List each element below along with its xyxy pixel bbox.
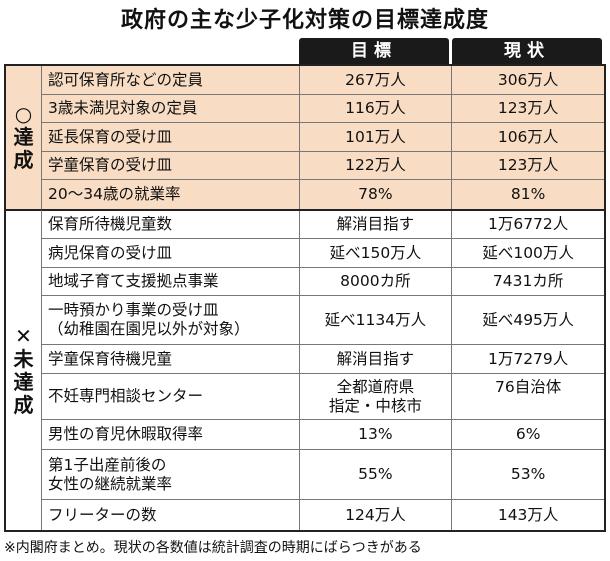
row-label: 地域子育て支援拠点事業 (42, 268, 300, 295)
target-value: 13% (300, 420, 453, 449)
table-row: 地域子育て支援拠点事業 8000カ所 7431カ所 (42, 268, 604, 296)
table-row: 男性の育児休暇取得率 13% 6% (42, 420, 604, 450)
category-char: 未 (13, 346, 34, 371)
target-value-line: 指定・中核市 (328, 396, 422, 415)
target-value: 124万人 (300, 500, 453, 530)
target-value: 全都道府県 指定・中核市 (300, 374, 453, 419)
category-char: 成 (13, 148, 34, 172)
table-row: 認可保育所などの定員 267万人 306万人 (42, 66, 604, 95)
target-table: ○ 達 成 ✕ 未 達 成 認可保育所などの定員 267万人 306万人 3歳未… (4, 64, 606, 532)
table-row: 学童保育待機児童 解消目指す 1万7279人 (42, 345, 604, 374)
row-label: 認可保育所などの定員 (42, 66, 300, 94)
row-label: 学童保育待機児童 (42, 345, 300, 373)
current-value: 123万人 (497, 156, 559, 174)
row-label: フリーターの数 (42, 500, 300, 530)
target-value: 解消目指す (300, 345, 453, 373)
row-label: 3歳未満児対象の定員 (42, 95, 300, 122)
current-value: 123万人 (497, 99, 559, 117)
row-label: 一時預かり事業の受け皿 （幼稚園在園児以外が対象） (42, 296, 300, 344)
table-row: 学童保育の受け皿 122万人 123万人 (42, 152, 604, 180)
target-value: 解消目指す (300, 211, 453, 238)
target-value: 78% (300, 180, 453, 209)
category-char: 達 (13, 125, 34, 149)
current-value: 106万人 (497, 127, 559, 146)
footnote: ※内閣府まとめ。現状の各数値は統計調査の時期にばらつきがある (4, 540, 422, 556)
target-value: 55% (300, 450, 453, 499)
current-value: 7431カ所 (492, 272, 564, 290)
row-label: 保育所待機児童数 (42, 211, 300, 238)
table-row: 保育所待機児童数 解消目指す 1万6772人 (42, 209, 604, 239)
current-value: 53% (510, 465, 546, 483)
row-label: 男性の育児休暇取得率 (42, 420, 300, 449)
row-label-line: （幼稚園在園児以外が対象） (48, 320, 250, 338)
target-value: 101万人 (300, 123, 453, 151)
table-row: 第1子出産前後の 女性の継続就業率 55% 53% (42, 450, 604, 500)
current-value: 143万人 (497, 505, 559, 524)
category-char: 成 (13, 392, 34, 417)
table-row: フリーターの数 124万人 143万人 (42, 500, 604, 530)
cross-icon: ✕ (15, 323, 32, 348)
target-value-line: 全都道府県 (336, 377, 415, 396)
row-label: 延長保育の受け皿 (42, 123, 300, 151)
row-label: 20～34歳の就業率 (42, 180, 300, 209)
circle-icon: ○ (14, 102, 33, 126)
column-header-target: 目標 (299, 38, 449, 64)
current-value: 延べ100万人 (482, 243, 574, 262)
target-value: 8000カ所 (300, 268, 453, 295)
current-value: 延べ495万人 (482, 310, 574, 329)
table-row: 3歳未満児対象の定員 116万人 123万人 (42, 95, 604, 123)
category-not-achieved: ✕ 未 達 成 (6, 209, 42, 530)
row-label: 病児保育の受け皿 (42, 239, 300, 267)
table-row: 不妊専門相談センター 全都道府県 指定・中核市 76自治体 (42, 374, 604, 420)
target-value: 122万人 (300, 152, 453, 179)
current-value: 1万6772人 (487, 215, 569, 233)
target-value: 延べ150万人 (300, 239, 453, 267)
target-value: 116万人 (300, 95, 453, 122)
current-value: 6% (515, 425, 541, 443)
table-row: 延長保育の受け皿 101万人 106万人 (42, 123, 604, 152)
row-label: 第1子出産前後の 女性の継続就業率 (42, 450, 300, 499)
category-char: 達 (13, 369, 34, 394)
target-value: 延べ1134万人 (300, 296, 453, 344)
table-row: 病児保育の受け皿 延べ150万人 延べ100万人 (42, 239, 604, 268)
row-label-line: 一時預かり事業の受け皿 (48, 301, 219, 319)
target-value: 267万人 (300, 66, 453, 94)
row-label: 不妊専門相談センター (42, 374, 300, 419)
row-label-line: 第1子出産前後の (48, 455, 167, 474)
row-label-line: 女性の継続就業率 (48, 474, 173, 493)
category-achieved: ○ 達 成 (6, 66, 42, 209)
table-row: 20～34歳の就業率 78% 81% (42, 180, 604, 209)
column-header-current: 現状 (452, 38, 602, 64)
current-value: 306万人 (497, 70, 559, 89)
row-label: 学童保育の受け皿 (42, 152, 300, 179)
current-value: 76自治体 (495, 378, 562, 396)
page-title: 政府の主な少子化対策の目標達成度 (120, 8, 489, 33)
current-value: 81% (510, 185, 546, 203)
table-row: 一時預かり事業の受け皿 （幼稚園在園児以外が対象） 延べ1134万人 延べ495… (42, 296, 604, 345)
current-value: 1万7279人 (487, 349, 569, 368)
